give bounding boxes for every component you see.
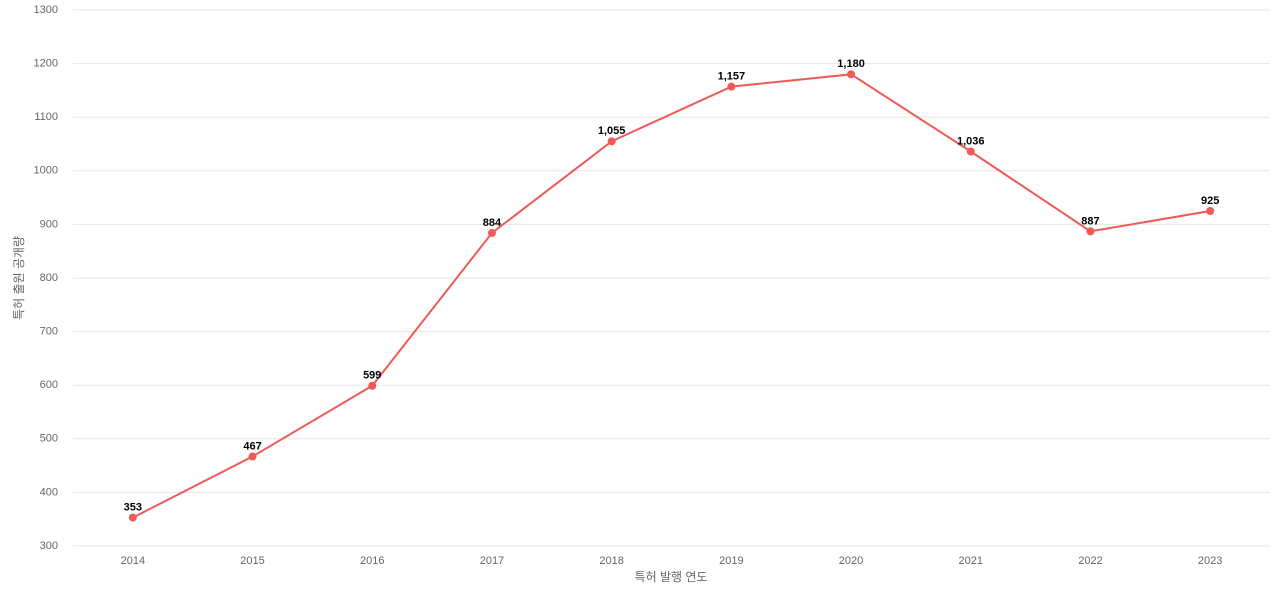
x-tick-label: 2019	[719, 555, 743, 567]
x-tick-label: 2023	[1198, 555, 1222, 567]
point	[368, 381, 377, 390]
y-tick-label: 600	[40, 379, 58, 391]
y-tick-label: 300	[40, 540, 58, 552]
x-tick-label: 2021	[959, 555, 983, 567]
value-label: 467	[243, 440, 261, 452]
y-tick-label: 500	[40, 433, 58, 445]
y-tick-label: 400	[40, 486, 58, 498]
x-tick-label: 2015	[240, 555, 264, 567]
point	[487, 228, 496, 237]
y-tick-label: 900	[40, 218, 58, 230]
y-tick-label: 1000	[34, 165, 58, 177]
x-axis-title: 특허 발행 연도	[635, 569, 708, 584]
value-label: 884	[483, 217, 502, 229]
x-tick-label: 2022	[1078, 555, 1102, 567]
point	[727, 82, 736, 91]
point	[847, 70, 856, 79]
x-tick-label: 2017	[480, 555, 504, 567]
value-label: 599	[363, 370, 381, 382]
x-tick-label: 2016	[360, 555, 384, 567]
y-axis-title: 특허 출원 공개량	[12, 236, 26, 320]
x-tick-label: 2014	[121, 555, 145, 567]
value-label: 1,055	[598, 125, 626, 137]
value-label: 1,180	[837, 58, 865, 70]
y-tick-label: 1200	[34, 58, 58, 70]
point	[1206, 207, 1215, 215]
point	[128, 513, 137, 522]
x-tick-label: 2018	[599, 555, 623, 567]
y-tick-label: 800	[40, 272, 58, 284]
y-tick-label: 1100	[34, 111, 58, 123]
y-tick-label: 1300	[34, 4, 58, 16]
value-label: 1,157	[718, 71, 746, 83]
point	[1086, 227, 1095, 236]
value-label: 353	[124, 501, 142, 513]
value-label: 1,036	[957, 135, 985, 147]
value-label: 887	[1081, 215, 1099, 227]
point	[607, 137, 616, 146]
y-tick-label: 700	[40, 326, 58, 338]
line	[132, 73, 1211, 519]
point	[248, 452, 257, 461]
value-label: 925	[1201, 195, 1219, 207]
x-tick-label: 2020	[839, 555, 863, 567]
point	[966, 147, 975, 156]
